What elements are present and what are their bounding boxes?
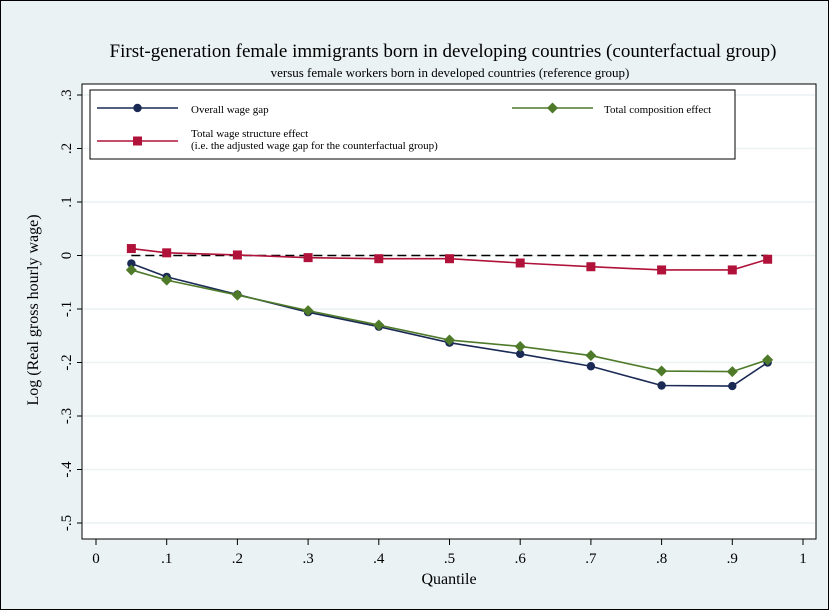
legend-marker — [133, 136, 142, 146]
legend-item: Total composition effect — [512, 102, 711, 116]
data-point — [302, 305, 314, 317]
series-layer — [125, 244, 774, 391]
data-point — [374, 254, 384, 264]
x-tick-label: .5 — [444, 551, 455, 567]
data-point — [657, 381, 666, 390]
chart-title: First-generation female immigrants born … — [110, 41, 777, 62]
x-axis-label: Quantile — [421, 571, 476, 588]
data-point — [727, 265, 737, 275]
data-point — [728, 381, 737, 391]
legend-marker — [547, 102, 558, 114]
x-tick-label: 0 — [92, 551, 100, 567]
legend-label: (i.e. the adjusted wage gap for the coun… — [191, 140, 438, 152]
x-tick-label: .7 — [585, 551, 597, 567]
x-tick-label: .3 — [302, 551, 313, 567]
data-point — [126, 244, 136, 254]
data-point — [586, 262, 596, 272]
series-square — [126, 244, 773, 275]
y-tick-label: -.1 — [59, 301, 75, 317]
y-tick-label: 0 — [59, 252, 75, 260]
plot-area — [81, 83, 817, 540]
data-point — [762, 354, 774, 366]
data-point — [515, 258, 525, 268]
data-point — [657, 265, 667, 275]
data-point — [162, 248, 172, 258]
x-tick-label: .2 — [232, 551, 243, 567]
data-point — [231, 289, 243, 301]
y-axis-label: Log (Real gross hourly wage) — [25, 214, 42, 405]
x-tick-label: .1 — [161, 551, 172, 567]
x-tick-label: .9 — [727, 551, 738, 567]
y-tick-label: -.3 — [59, 408, 75, 424]
legend-item: Total wage structure effect(i.e. the adj… — [97, 128, 438, 152]
data-point — [586, 362, 596, 371]
data-point — [514, 340, 526, 352]
data-point — [232, 250, 242, 260]
data-point — [763, 254, 773, 264]
chart-subtitle: versus female workers born in developed … — [271, 65, 630, 80]
x-tick-label: .6 — [515, 551, 527, 567]
data-point — [585, 350, 597, 362]
y-tick-label: -.4 — [59, 461, 75, 478]
legend: Overall wage gap Total composition effect… — [89, 89, 736, 160]
legend-label: Overall wage gap — [191, 104, 269, 116]
data-point — [125, 264, 137, 276]
legend-marker — [133, 103, 142, 113]
y-tick-label: -.2 — [59, 354, 75, 370]
x-tick-label: .4 — [373, 551, 385, 567]
data-point — [303, 253, 313, 263]
x-tick-label: .8 — [656, 551, 667, 567]
data-point — [656, 365, 668, 377]
y-tick-label: -.5 — [59, 515, 75, 531]
axes: .3 .2 .1 0 -.1 -.2 -.3 -.4 -.5 0 .1 .2 .3 .4 .5 .6 .7 .8.… — [59, 89, 807, 567]
data-point — [445, 254, 454, 264]
data-point — [444, 334, 455, 346]
data-point — [127, 259, 136, 268]
legend-item: Overall wage gap — [97, 103, 269, 116]
data-point — [516, 349, 525, 359]
legend-box — [89, 89, 736, 160]
data-point — [373, 319, 385, 331]
data-point — [161, 274, 173, 286]
x-tick-label: 1 — [799, 551, 807, 567]
series-diamond — [125, 264, 774, 378]
legend-label: Total composition effect — [604, 104, 711, 116]
legend-label: Total wage structure effect — [191, 128, 308, 140]
y-tick-label: .2 — [59, 143, 75, 154]
y-tick-label: .1 — [59, 196, 75, 207]
y-tick-label: .3 — [59, 89, 75, 100]
data-point — [726, 366, 738, 378]
